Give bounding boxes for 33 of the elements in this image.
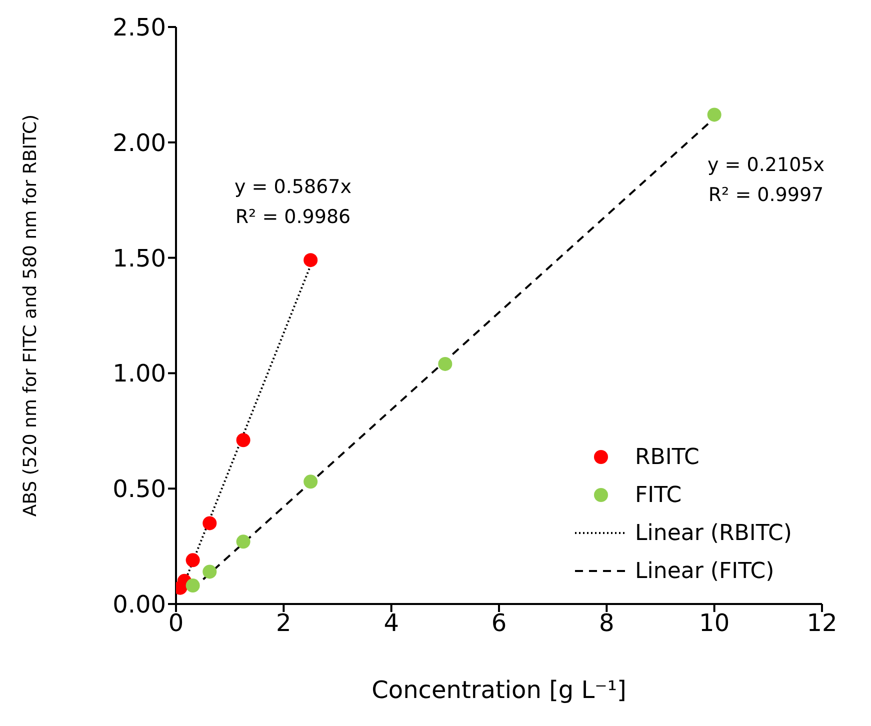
- point: [304, 474, 318, 489]
- point: [202, 564, 217, 579]
- y-tick-label: 2.00: [112, 128, 166, 157]
- x-tick-label: 12: [806, 609, 838, 638]
- point: [304, 253, 318, 268]
- x-tick-label: 0: [168, 609, 184, 638]
- legend-label: Linear (FITC): [635, 558, 774, 584]
- annotation: R² = 0.9986: [234, 206, 352, 228]
- legend-label: FITC: [635, 482, 682, 508]
- y-tick-label: 0.50: [112, 475, 166, 504]
- y-axis-title: ABS (520 nm for FITC and 580 nm for RBITC): [20, 114, 40, 517]
- point: [202, 516, 217, 530]
- y-tick-label: 1.00: [112, 360, 166, 388]
- x-tick-label: 10: [699, 609, 730, 638]
- x-tick-label: 6: [491, 609, 507, 638]
- legend-label: RBITC: [635, 444, 700, 470]
- x-tick-label: 4: [384, 609, 399, 638]
- point: [236, 433, 250, 448]
- point: [186, 553, 200, 568]
- annotation: y = 0.2105x: [706, 154, 826, 176]
- y-tick-label: 1.50: [112, 244, 166, 272]
- x-axis-title: Concentration [g L⁻¹]: [372, 676, 626, 704]
- x-tick-label: 8: [599, 609, 614, 638]
- x-tick-label: 2: [276, 609, 292, 638]
- point: [186, 578, 200, 593]
- annotation: R² = 0.9997: [707, 184, 825, 206]
- y-tick-label: 0.00: [112, 590, 166, 619]
- y-tick-label: 2.50: [112, 14, 166, 42]
- point: [707, 108, 722, 122]
- point: [438, 356, 452, 371]
- point: [236, 534, 250, 549]
- annotation: y = 0.5867x: [234, 176, 352, 198]
- legend-label: Linear (RBITC): [635, 520, 792, 546]
